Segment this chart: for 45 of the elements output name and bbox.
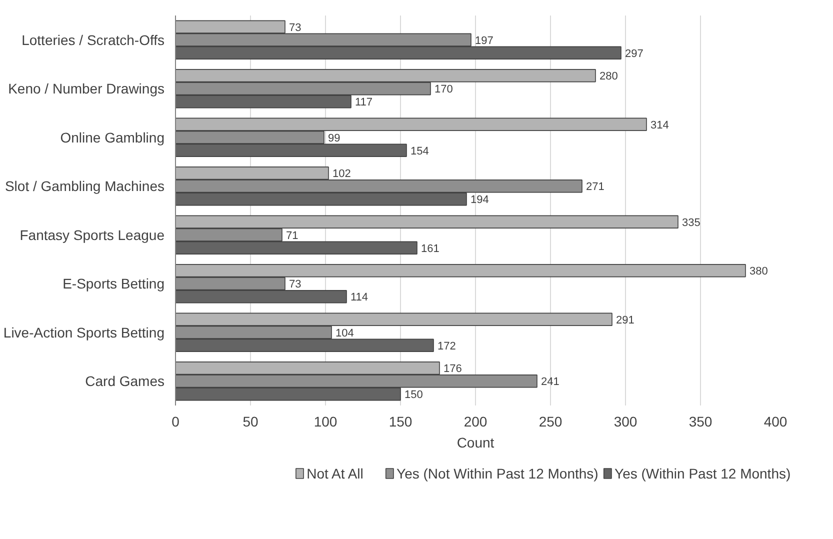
- data-label: 280: [600, 70, 618, 83]
- data-label: 99: [328, 132, 340, 144]
- data-label: 102: [332, 168, 351, 180]
- data-label: 335: [682, 216, 700, 229]
- data-label: 154: [410, 145, 429, 158]
- data-label: 241: [541, 376, 560, 388]
- legend-label: Not At All: [306, 466, 364, 482]
- data-label: 71: [286, 230, 298, 242]
- data-label: 117: [355, 96, 373, 109]
- data-label: 197: [475, 34, 494, 47]
- y-tick-label: Online Gambling: [60, 129, 165, 146]
- data-label: 73: [289, 278, 302, 291]
- y-tick-label: Live-Action Sports Betting: [3, 324, 165, 340]
- x-tick-label: 150: [388, 414, 412, 430]
- data-label: 161: [421, 242, 440, 255]
- x-tick-label: 350: [688, 414, 712, 430]
- data-label: 194: [470, 194, 489, 206]
- data-label: 314: [650, 119, 669, 132]
- x-tick-label: 250: [538, 414, 562, 430]
- data-label: 104: [336, 327, 354, 340]
- x-tick-label: 400: [764, 414, 788, 430]
- data-label: 271: [586, 181, 604, 194]
- legend-label: Yes (Within Past 12 Months): [614, 466, 791, 482]
- data-label: 170: [434, 84, 453, 96]
- data-label: 114: [350, 292, 368, 304]
- x-tick-label: 300: [614, 414, 638, 430]
- x-tick-label: 50: [242, 414, 258, 430]
- legend-label: Yes (Not Within Past 12 Months): [396, 466, 598, 482]
- y-tick-label: E-Sports Betting: [62, 276, 164, 292]
- data-label: 291: [616, 314, 634, 326]
- data-label: 172: [438, 340, 456, 352]
- data-label: 176: [444, 363, 462, 376]
- y-tick-label: Card Games: [85, 373, 164, 390]
- y-tick-label: Keno / Number Drawings: [8, 80, 165, 97]
- y-tick-label: Lotteries / Scratch-Offs: [22, 32, 164, 48]
- x-tick-label: 100: [314, 414, 338, 430]
- data-label: 297: [625, 48, 644, 60]
- x-axis-title: Count: [456, 434, 494, 450]
- y-tick-label: Fantasy Sports League: [20, 226, 165, 243]
- data-label: 380: [750, 266, 768, 278]
- data-label: 150: [404, 389, 423, 402]
- data-label: 73: [289, 22, 302, 34]
- x-tick-label: 200: [464, 414, 488, 430]
- y-tick-label: Slot / Gambling Machines: [4, 178, 165, 194]
- x-tick-label: 0: [172, 414, 180, 430]
